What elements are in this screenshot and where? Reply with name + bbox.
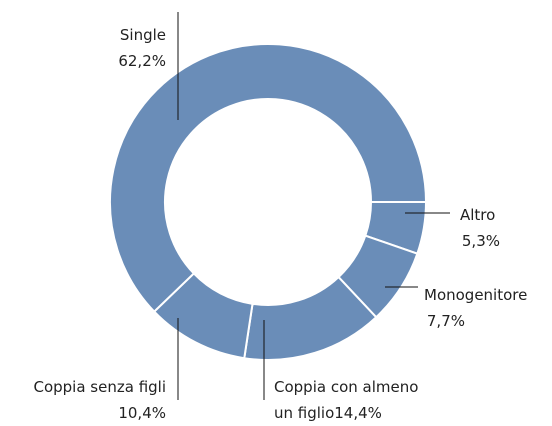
donut-segment bbox=[109, 43, 428, 314]
slice-label: Monogenitore 7,7% bbox=[365, 282, 527, 334]
category-label: Coppia con almeno un figlio bbox=[274, 378, 419, 422]
category-label: Coppia senza figli bbox=[33, 378, 166, 396]
value-label: 14,4% bbox=[334, 404, 382, 422]
category-label: Altro bbox=[460, 206, 496, 224]
slice-label: Coppia senza figli 10,4% bbox=[0, 374, 166, 426]
category-label: Monogenitore bbox=[424, 286, 528, 304]
category-label: Single bbox=[119, 26, 166, 44]
value-label: 10,4% bbox=[118, 404, 166, 422]
slice-label: Coppia con almeno un figlio14,4% bbox=[274, 374, 434, 426]
value-label: 62,2% bbox=[118, 52, 166, 70]
slice-label: Single 62,2% bbox=[60, 22, 166, 74]
slice-label: Altro 5,3% bbox=[410, 202, 500, 254]
value-label: 7,7% bbox=[426, 312, 465, 330]
value-label: 5,3% bbox=[461, 232, 500, 250]
